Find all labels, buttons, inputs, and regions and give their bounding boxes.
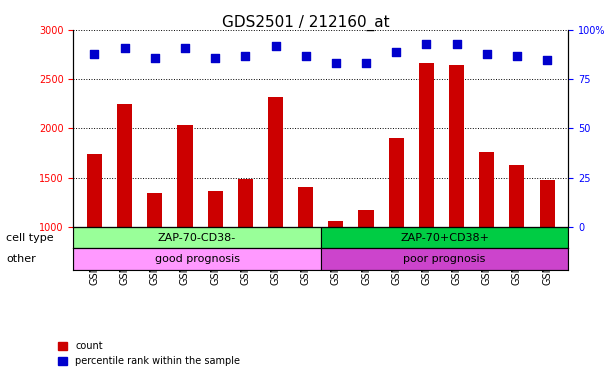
Bar [117, 104, 132, 325]
Point [150, 54, 159, 60]
Point [271, 43, 280, 49]
Text: ZAP-70-CD38-: ZAP-70-CD38- [158, 232, 236, 243]
Text: other: other [6, 254, 36, 264]
Text: poor prognosis: poor prognosis [403, 254, 486, 264]
Text: good prognosis: good prognosis [155, 254, 240, 264]
Legend: count, percentile rank within the sample: count, percentile rank within the sample [54, 338, 244, 370]
Point [331, 60, 341, 66]
Point [90, 51, 100, 57]
Point [180, 45, 190, 51]
Bar [359, 210, 373, 325]
Text: cell type: cell type [6, 232, 54, 243]
Point [422, 41, 431, 47]
Point [391, 49, 401, 55]
Point [241, 53, 251, 58]
Point [482, 51, 492, 57]
FancyBboxPatch shape [321, 227, 568, 248]
Bar [298, 188, 313, 325]
Point [210, 54, 220, 60]
Bar [419, 63, 434, 325]
Point [301, 53, 310, 58]
Point [542, 57, 552, 63]
Bar [479, 152, 494, 325]
Point [452, 41, 461, 47]
FancyBboxPatch shape [73, 248, 321, 270]
Bar [208, 191, 222, 325]
Bar [328, 221, 343, 325]
Bar [87, 154, 102, 325]
Point [361, 60, 371, 66]
Bar [540, 180, 555, 325]
Text: ZAP-70+CD38+: ZAP-70+CD38+ [400, 232, 489, 243]
Point [120, 45, 130, 51]
Bar [268, 97, 283, 325]
Bar [238, 178, 253, 325]
FancyBboxPatch shape [321, 248, 568, 270]
Point [512, 53, 522, 58]
Bar [449, 65, 464, 325]
Bar [177, 125, 192, 325]
FancyBboxPatch shape [73, 227, 321, 248]
Bar [510, 165, 524, 325]
Text: GDS2501 / 212160_at: GDS2501 / 212160_at [222, 15, 389, 31]
Bar [389, 138, 404, 325]
Bar [147, 193, 163, 325]
